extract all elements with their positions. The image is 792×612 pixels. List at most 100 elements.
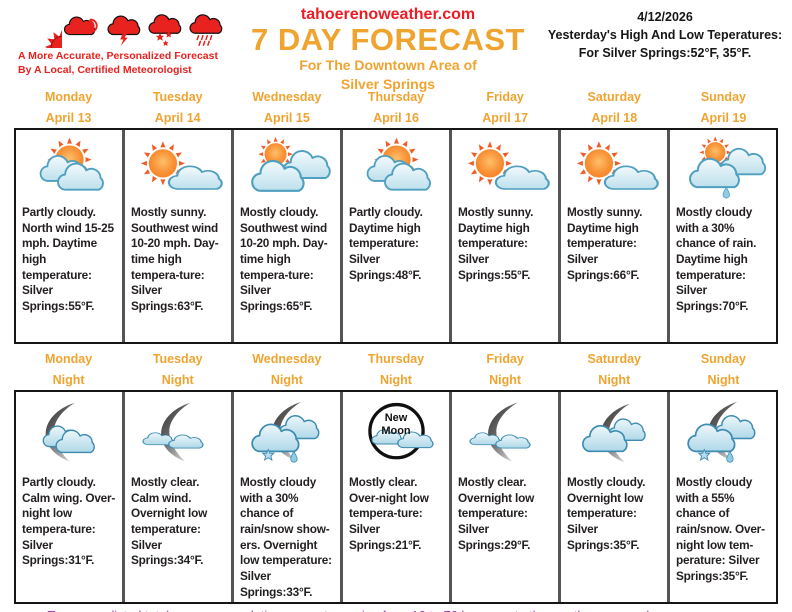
moon-clear-icon: [128, 400, 229, 466]
night-header-monday: Monday Night: [14, 352, 123, 387]
night-header-tuesday: Tuesday Night: [123, 352, 232, 387]
day-header-friday: Friday April 17: [451, 90, 560, 125]
title-block: tahoerenoweather.com 7 DAY FORECAST For …: [238, 0, 538, 91]
night-header-thursday: Thursday Night: [341, 352, 450, 387]
icon-box: [234, 130, 340, 204]
night-day-name: Thursday: [367, 352, 425, 366]
forecast-text: Mostly clear. Over-night low tempera-tur…: [349, 475, 429, 552]
sun-with-cloud-icon: [128, 134, 229, 200]
day-cell-friday: Mostly sunny. Daytime high temperature: …: [449, 130, 558, 342]
day-name: Monday: [44, 90, 93, 104]
forecast-text: Mostly sunny. Daytime high temperature: …: [458, 205, 534, 282]
icon-box: [561, 130, 667, 204]
night-day-name: Sunday: [700, 352, 746, 366]
day-date: April 18: [591, 111, 638, 125]
icon-box: New Moon: [343, 392, 449, 474]
day-header-thursday: Thursday April 16: [341, 90, 450, 125]
icon-box: [234, 392, 340, 474]
night-cell-friday: Mostly clear. Overnight low temperature:…: [449, 392, 558, 602]
day-date: April 16: [373, 111, 419, 125]
day-name: Friday: [486, 90, 524, 104]
icon-box: [452, 392, 558, 474]
night-header-saturday: Saturday Night: [560, 352, 669, 387]
icon-box: [670, 392, 776, 474]
rain-cloud-icon: [186, 6, 226, 48]
day-date: April 14: [154, 111, 201, 125]
sun-icon: [22, 6, 62, 48]
tornado-cloud-icon: [63, 6, 103, 48]
day-header-wednesday: Wednesday April 15: [232, 90, 341, 125]
new-moon-label: New Moon: [381, 412, 411, 437]
night-label: Night: [707, 373, 740, 387]
footer-note: To see predicted total snow accumulation…: [0, 608, 792, 612]
night-headers-row: Monday Night Tuesday Night Wednesday Night …: [14, 352, 778, 387]
night-cell-monday: Partly cloudy. Calm wing. Over-night low…: [16, 392, 122, 602]
moon-clear-icon: [455, 400, 556, 466]
sun-with-cloud-icon: [455, 134, 556, 200]
logo-tagline: A More Accurate, Personalized Forecast B…: [18, 50, 238, 77]
icon-box: [16, 130, 122, 204]
day-date: April 17: [482, 111, 529, 125]
forecast-text: Partly cloudy. Calm wing. Over-night low…: [22, 475, 116, 568]
day-date: April 13: [45, 111, 92, 125]
forecast-text: Mostly cloudy with a 30% chance of rain.…: [676, 205, 757, 314]
night-day-name: Saturday: [587, 352, 642, 366]
night-day-name: Wednesday: [252, 352, 322, 366]
day-date: April 15: [263, 111, 310, 125]
sun-behind-clouds-icon: [346, 134, 447, 200]
forecast-text: Mostly cloudy. Southwest wind 10-20 mph.…: [240, 205, 328, 314]
forecast-text: Mostly clear. Overnight low temperature:…: [458, 475, 535, 552]
sun-behind-clouds-icon: [19, 134, 120, 200]
night-label: Night: [380, 373, 412, 387]
forecast-text: Partly cloudy. Daytime high temperature:…: [349, 205, 423, 282]
clouds-with-sun-icon: [237, 134, 338, 200]
forecast-text: Mostly sunny. Southwest wind 10-20 mph. …: [131, 205, 219, 314]
day-cell-wednesday: Mostly cloudy. Southwest wind 10-20 mph.…: [231, 130, 340, 342]
night-forecast-grid: Partly cloudy. Calm wing. Over-night low…: [14, 390, 778, 604]
logo-block: A More Accurate, Personalized Forecast B…: [0, 0, 238, 88]
night-label: Night: [489, 373, 522, 387]
icon-box: [670, 130, 776, 204]
day-forecast-grid: Partly cloudy. North wind 15-25 mph. Day…: [14, 128, 778, 344]
day-cell-saturday: Mostly sunny. Daytime high temperature: …: [558, 130, 667, 342]
moon-clouds-showers-icon: [237, 400, 338, 466]
day-header-tuesday: Tuesday April 14: [123, 90, 232, 125]
night-label: Night: [52, 373, 85, 387]
icon-box: [343, 130, 449, 204]
forecast-text: Mostly cloudy. Overnight low temperature…: [567, 475, 646, 552]
night-day-name: Friday: [486, 352, 524, 366]
night-header-friday: Friday Night: [451, 352, 560, 387]
night-cell-sunday: Mostly cloudy with a 55% chance of rain/…: [667, 392, 776, 602]
day-name: Saturday: [587, 90, 642, 104]
day-date: April 19: [700, 111, 747, 125]
icon-box: [561, 392, 667, 474]
yesterday-line-2: For Silver Springs:52°F, 35°F.: [578, 46, 752, 61]
night-header-sunday: Sunday Night: [669, 352, 778, 387]
clouds-rain-sun-icon: [673, 134, 774, 200]
night-day-name: Tuesday: [152, 352, 203, 366]
night-label: Night: [161, 373, 194, 387]
forecast-text: Mostly sunny. Daytime high temperature: …: [567, 205, 643, 282]
day-header-saturday: Saturday April 18: [560, 90, 669, 125]
night-label: Night: [270, 373, 303, 387]
tagline-line-1: A More Accurate, Personalized Forecast: [18, 50, 218, 62]
day-header-sunday: Sunday April 19: [669, 90, 778, 125]
site-url[interactable]: tahoerenoweather.com: [300, 6, 476, 23]
night-cell-thursday: New Moon Mostly clear. Over-night low te…: [340, 392, 449, 602]
icon-box: [125, 130, 231, 204]
night-label: Night: [598, 373, 631, 387]
forecast-text: Mostly cloudy with a 55% chance of rain/…: [676, 475, 765, 584]
subtitle-line-2: Silver Springs: [340, 75, 436, 92]
night-cell-tuesday: Mostly clear. Calm wind. Overnight low t…: [122, 392, 231, 602]
day-name: Wednesday: [252, 90, 322, 104]
icon-box: [16, 392, 122, 474]
moon-mostly-cloudy-icon: [564, 400, 665, 466]
moon-clouds-showers-icon: [673, 400, 774, 466]
night-day-name: Monday: [44, 352, 93, 366]
page-title: 7 DAY FORECAST: [250, 21, 525, 57]
subtitle-line-1: For The Downtown Area of: [299, 57, 477, 74]
day-name: Tuesday: [152, 90, 203, 104]
report-date: 4/12/2026: [637, 10, 693, 24]
day-header-monday: Monday April 13: [14, 90, 123, 125]
